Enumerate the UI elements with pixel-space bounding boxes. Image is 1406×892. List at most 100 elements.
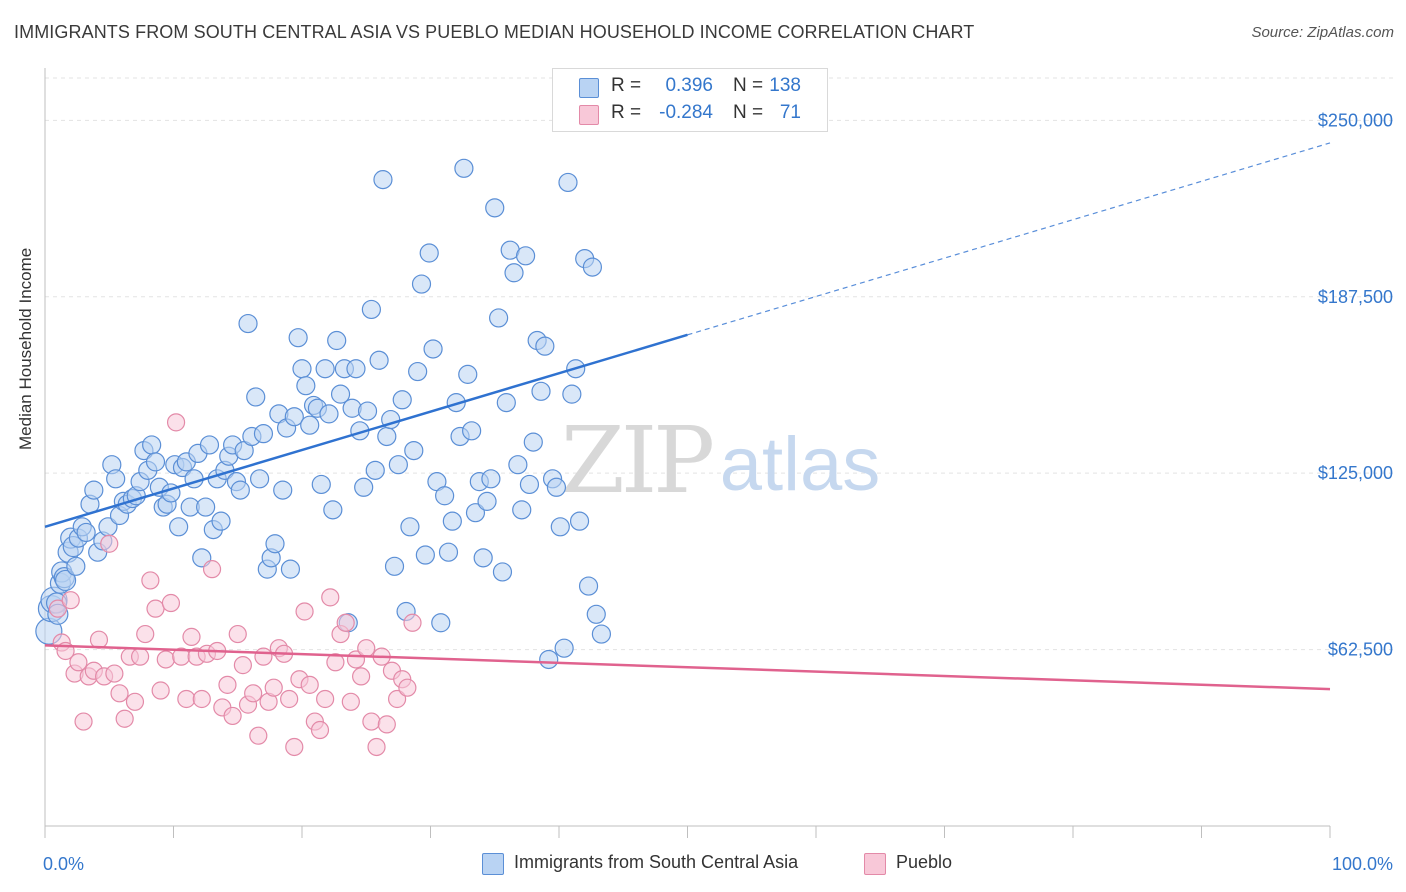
point-immigrants xyxy=(481,469,501,489)
point-pueblo xyxy=(398,678,417,697)
point-immigrants xyxy=(462,421,482,441)
point-pueblo xyxy=(192,689,211,709)
trend-line-immigrants-extension xyxy=(687,142,1331,336)
trend-line-pueblo xyxy=(44,644,1331,691)
axes xyxy=(44,68,1331,838)
point-immigrants xyxy=(435,486,455,506)
point-immigrants xyxy=(253,424,274,444)
point-pueblo xyxy=(316,689,335,709)
watermark-atlas: atlas xyxy=(720,422,881,507)
point-immigrants xyxy=(512,500,532,520)
point-immigrants xyxy=(562,384,582,404)
gridlines xyxy=(45,77,1396,651)
point-immigrants xyxy=(404,440,424,461)
point-immigrants xyxy=(454,158,474,178)
point-pueblo xyxy=(244,684,263,703)
x-tick-label: 100.0% xyxy=(1332,854,1393,874)
point-immigrants xyxy=(586,604,606,624)
point-immigrants xyxy=(388,455,408,475)
point-pueblo xyxy=(249,726,268,745)
y-tick-label: $187,500 xyxy=(1318,287,1393,307)
point-immigrants xyxy=(446,393,466,413)
point-immigrants xyxy=(558,172,578,193)
point-immigrants xyxy=(330,384,351,404)
point-immigrants xyxy=(288,328,308,348)
point-immigrants xyxy=(76,522,96,543)
point-immigrants xyxy=(431,613,451,633)
point-immigrants xyxy=(411,274,432,294)
point-pueblo xyxy=(130,647,150,666)
point-immigrants xyxy=(438,542,459,562)
point-pueblo xyxy=(166,413,186,432)
point-pueblo xyxy=(141,571,160,590)
chart-title: IMMIGRANTS FROM SOUTH CENTRAL ASIA VS PU… xyxy=(14,22,975,42)
x-tick-label: 0.0% xyxy=(43,854,84,874)
point-immigrants xyxy=(458,364,478,384)
point-immigrants xyxy=(546,477,567,497)
point-immigrants xyxy=(485,198,505,218)
bottom-legend-swatch-pueblo xyxy=(864,853,886,875)
point-immigrants xyxy=(346,359,366,379)
point-immigrants xyxy=(550,517,570,537)
bottom-legend-immigrants: Immigrants from South Central Asia xyxy=(514,852,799,872)
bottom-legend-pueblo: Pueblo xyxy=(896,852,953,872)
point-pueblo xyxy=(48,599,67,618)
bottom-legend-swatch-immigrants xyxy=(482,853,504,875)
point-pueblo xyxy=(295,602,314,621)
legend-r-label: R = xyxy=(611,102,642,123)
point-immigrants xyxy=(531,381,551,401)
point-pueblo xyxy=(387,689,407,709)
legend-r-value: 0.396 xyxy=(665,75,713,96)
point-immigrants xyxy=(142,435,162,455)
point-pueblo xyxy=(146,599,165,618)
source-label: Source: ZipAtlas.com xyxy=(1251,24,1394,41)
point-pueblo xyxy=(321,588,340,607)
point-pueblo xyxy=(177,689,196,709)
point-pueblo xyxy=(228,624,247,644)
point-pueblo xyxy=(377,715,396,734)
legend-swatch-pink xyxy=(579,105,599,125)
point-immigrants xyxy=(408,361,428,382)
point-immigrants xyxy=(489,308,509,328)
point-immigrants xyxy=(238,313,258,334)
point-immigrants xyxy=(66,556,86,576)
point-immigrants xyxy=(473,548,493,568)
point-immigrants xyxy=(145,452,166,472)
y-tick-label: $125,000 xyxy=(1318,463,1393,483)
point-immigrants xyxy=(300,415,320,435)
point-immigrants xyxy=(369,350,389,370)
point-immigrants xyxy=(465,503,486,523)
point-immigrants xyxy=(519,474,540,495)
point-immigrants xyxy=(361,299,381,320)
point-immigrants xyxy=(591,624,612,644)
point-immigrants xyxy=(373,170,393,190)
point-immigrants xyxy=(365,460,385,480)
point-pueblo xyxy=(223,706,242,726)
point-immigrants xyxy=(327,330,347,351)
legend-n-label: N = xyxy=(733,102,764,123)
point-pueblo xyxy=(362,712,381,731)
watermark-zip: ZIP xyxy=(561,407,712,514)
point-immigrants xyxy=(211,511,231,531)
point-pueblo xyxy=(264,678,283,697)
point-pueblo xyxy=(151,681,170,700)
point-pueblo xyxy=(341,692,360,711)
point-pueblo xyxy=(218,675,237,694)
point-immigrants xyxy=(384,556,405,576)
point-immigrants xyxy=(354,477,374,497)
point-immigrants xyxy=(323,500,343,520)
point-pueblo xyxy=(125,692,145,711)
point-immigrants xyxy=(496,393,516,413)
point-pueblo xyxy=(182,627,201,646)
point-pueblo xyxy=(336,613,355,632)
point-pueblo xyxy=(136,624,155,644)
point-immigrants xyxy=(315,359,335,379)
point-pueblo xyxy=(115,709,134,728)
point-pueblo xyxy=(69,653,88,672)
point-immigrants xyxy=(249,469,270,489)
point-immigrants xyxy=(535,336,555,356)
point-immigrants xyxy=(357,401,378,421)
point-pueblo xyxy=(105,664,124,683)
point-immigrants xyxy=(569,511,590,531)
